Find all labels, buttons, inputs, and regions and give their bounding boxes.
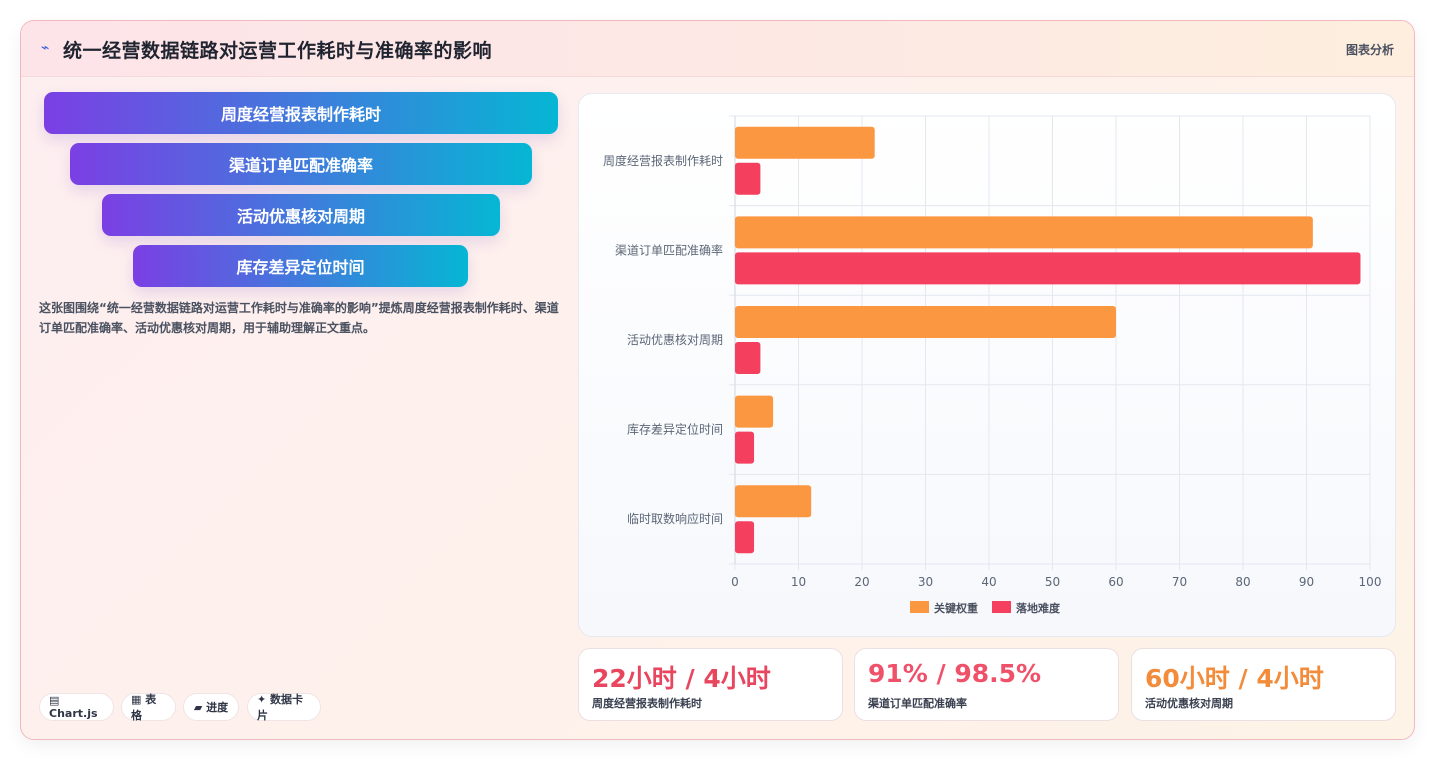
bar-key-weight	[735, 216, 1313, 249]
stat-label: 活动优惠核对周期	[1145, 697, 1233, 710]
x-tick-label: 30	[918, 575, 933, 589]
section-tag: 图表分析	[1345, 43, 1394, 57]
x-tick-label: 20	[854, 575, 869, 589]
card-header: ⌁ 统一经营数据链路对运营工作耗时与准确率的影响 图表分析	[21, 21, 1414, 77]
stat-card-2: 91% / 98.5% 渠道订单匹配准确率	[854, 648, 1119, 721]
y-tick-label: 活动优惠核对周期	[627, 333, 723, 347]
bar-key-weight	[735, 485, 812, 518]
analysis-card: ⌁ 统一经营数据链路对运营工作耗时与准确率的影响 图表分析 周度经营报表制作耗时…	[20, 20, 1415, 740]
legend-label: 关键权重	[934, 601, 978, 615]
chart-line-icon: ⌁	[41, 40, 50, 56]
chip-table[interactable]: ▦ 表格	[121, 693, 176, 722]
page-title: 统一经营数据链路对运营工作耗时与准确率的影响	[63, 40, 493, 62]
x-tick-label: 50	[1045, 575, 1060, 589]
x-tick-label: 100	[1359, 575, 1382, 589]
chip-chartjs[interactable]: ▤ Chart.js	[39, 693, 114, 721]
y-tick-label: 周度经营报表制作耗时	[603, 153, 723, 168]
bar-difficulty	[735, 521, 755, 554]
x-tick-label: 40	[981, 575, 996, 589]
x-tick-label: 60	[1108, 575, 1123, 589]
legend-swatch	[992, 601, 1011, 613]
y-tick-label: 临时取数响应时间	[627, 511, 723, 526]
funnel-step-2: 渠道订单匹配准确率	[70, 143, 532, 185]
chip-progress[interactable]: ▰ 进度	[183, 693, 239, 721]
bar-key-weight	[735, 395, 774, 428]
x-tick-label: 10	[791, 575, 806, 589]
funnel-step-3: 活动优惠核对周期	[102, 194, 500, 236]
stat-label: 渠道订单匹配准确率	[868, 697, 967, 710]
bar-key-weight	[735, 306, 1116, 338]
funnel-step-1: 周度经营报表制作耗时	[44, 92, 558, 134]
stat-value: 22小时 / 4小时	[592, 664, 771, 693]
x-tick-label: 0	[731, 575, 739, 589]
bar-difficulty	[735, 162, 761, 195]
bar-difficulty	[735, 342, 761, 374]
legend-swatch	[910, 601, 929, 613]
x-tick-label: 70	[1172, 575, 1187, 589]
chart-description: 这张图围绕“统一经营数据链路对运营工作耗时与准确率的影响”提炼周度经营报表制作耗…	[39, 301, 559, 335]
chart-panel: 0 10 20 30 40 50 60 70 80 90 100 周度经营报表制作耗时渠道订单匹配准确…	[578, 93, 1396, 637]
stat-value: 91% / 98.5%	[868, 659, 1042, 688]
chip-data-card[interactable]: ✦ 数据卡片	[247, 693, 321, 722]
x-tick-label: 80	[1235, 575, 1250, 589]
bar-difficulty	[735, 431, 755, 464]
stat-card-1: 22小时 / 4小时 周度经营报表制作耗时	[578, 648, 843, 721]
legend-label: 落地难度	[1016, 601, 1061, 615]
funnel-step-4: 库存差异定位时间	[133, 245, 468, 287]
stat-card-3: 60小时 / 4小时 活动优惠核对周期	[1131, 648, 1396, 721]
stat-label: 周度经营报表制作耗时	[592, 697, 702, 710]
y-tick-label: 渠道订单匹配准确率	[615, 242, 723, 257]
y-tick-label: 库存差异定位时间	[627, 422, 723, 437]
bar-key-weight	[735, 126, 875, 159]
bar-difficulty	[735, 252, 1361, 285]
bar-chart: 0 10 20 30 40 50 60 70 80 90 100 周度经营报表制作耗时渠道订单匹配准确…	[603, 115, 1382, 615]
stat-value: 60小时 / 4小时	[1145, 664, 1324, 693]
x-tick-label: 90	[1299, 575, 1314, 589]
